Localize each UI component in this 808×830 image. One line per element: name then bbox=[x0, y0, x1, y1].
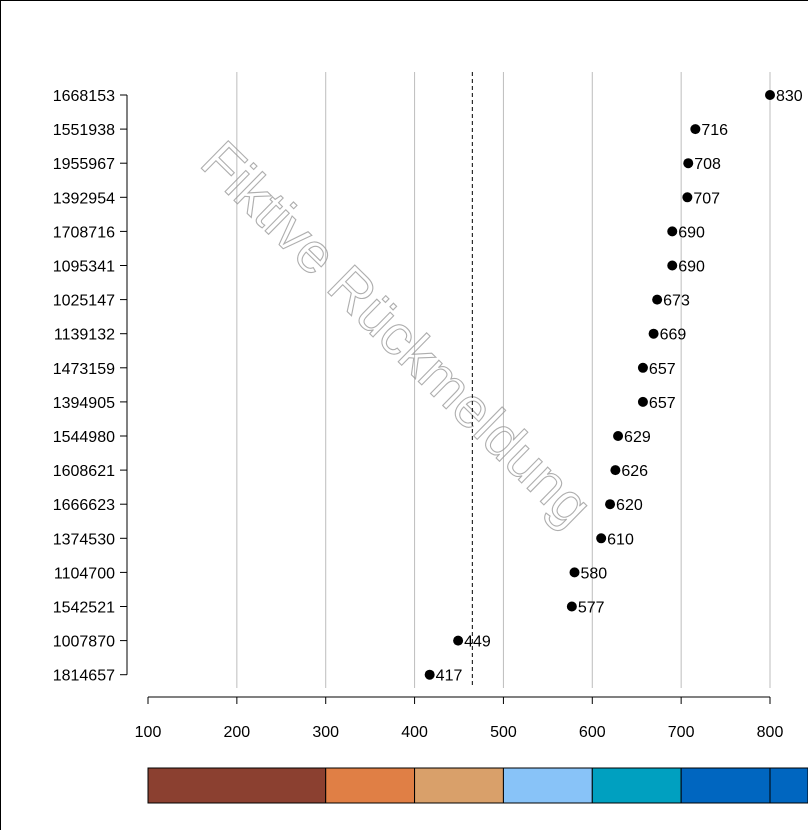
grid-lines bbox=[236, 72, 771, 688]
x-tick-label: 300 bbox=[312, 724, 339, 741]
y-tick-label: 1392954 bbox=[53, 190, 115, 207]
y-tick-label: 1025147 bbox=[53, 293, 115, 310]
y-axis: 1668153 1551938 1955967 1392954 1708716 10953… bbox=[53, 88, 128, 685]
color-band-strip bbox=[147, 767, 808, 804]
y-tick-label: 1551938 bbox=[53, 122, 115, 139]
data-point bbox=[424, 669, 435, 680]
data-point bbox=[683, 158, 694, 169]
y-tick-label: 1394905 bbox=[53, 395, 115, 412]
data-points: 830 716 708 707 690 690 673 669 657 657 629 626 620 6… bbox=[424, 88, 803, 685]
data-point bbox=[610, 465, 621, 476]
data-point bbox=[613, 431, 624, 441]
x-tick-label: 100 bbox=[135, 724, 162, 741]
color-band bbox=[325, 767, 416, 804]
data-label: 629 bbox=[624, 429, 651, 446]
y-tick-label: 1708716 bbox=[53, 224, 115, 241]
y-tick-label: 1542521 bbox=[53, 600, 115, 617]
data-label: 449 bbox=[464, 634, 491, 651]
data-label: 417 bbox=[436, 668, 463, 685]
color-band bbox=[147, 767, 327, 804]
data-label: 577 bbox=[578, 600, 605, 617]
y-tick-label: 1139132 bbox=[54, 327, 115, 344]
data-point bbox=[637, 362, 648, 373]
data-point bbox=[682, 192, 693, 203]
x-tick-label: 800 bbox=[757, 724, 784, 741]
x-tick-label: 400 bbox=[401, 724, 428, 741]
color-band bbox=[502, 767, 593, 804]
data-point bbox=[566, 601, 577, 612]
watermark-text: Fiktive Rückmeldung bbox=[190, 129, 605, 538]
x-tick-label: 200 bbox=[224, 724, 251, 741]
x-axis: 100 200 300 400 500 600 700 800 bbox=[135, 696, 784, 741]
data-point bbox=[652, 294, 663, 305]
y-tick-label: 1374530 bbox=[53, 531, 115, 548]
data-label: 610 bbox=[607, 531, 634, 548]
data-label: 708 bbox=[694, 156, 721, 173]
y-tick-label: 1544980 bbox=[53, 429, 115, 446]
data-point bbox=[569, 567, 580, 578]
data-point bbox=[667, 226, 678, 237]
y-tick-label: 1955967 bbox=[53, 156, 115, 173]
y-tick-label: 1666623 bbox=[53, 497, 115, 514]
y-tick-label: 1608621 bbox=[53, 463, 115, 480]
data-label: 830 bbox=[776, 88, 803, 105]
color-band bbox=[591, 767, 682, 804]
data-point bbox=[596, 533, 607, 544]
data-label: 657 bbox=[649, 395, 676, 412]
y-tick-label: 1668153 bbox=[53, 88, 115, 105]
data-point bbox=[605, 499, 616, 510]
x-tick-label: 700 bbox=[668, 724, 695, 741]
data-point bbox=[648, 328, 659, 339]
data-label: 620 bbox=[616, 497, 643, 514]
watermark: Fiktive Rückmeldung bbox=[189, 128, 605, 538]
color-band-extension bbox=[769, 767, 808, 804]
x-tick-label: 600 bbox=[579, 724, 606, 741]
data-label: 690 bbox=[678, 259, 705, 276]
data-label: 626 bbox=[621, 463, 648, 480]
y-tick-label: 1007870 bbox=[53, 634, 115, 651]
data-label: 657 bbox=[649, 361, 676, 378]
data-label: 707 bbox=[693, 190, 720, 207]
data-point bbox=[690, 124, 701, 135]
y-tick-label: 1104700 bbox=[54, 565, 115, 582]
data-point bbox=[667, 260, 678, 271]
data-label: 580 bbox=[581, 565, 608, 582]
data-point bbox=[453, 635, 464, 646]
data-point bbox=[637, 396, 648, 407]
color-band bbox=[414, 767, 504, 804]
y-tick-label: 1814657 bbox=[53, 668, 115, 685]
data-label: 716 bbox=[701, 122, 728, 139]
color-band bbox=[680, 767, 771, 804]
x-tick-label: 500 bbox=[490, 724, 517, 741]
data-point bbox=[765, 90, 775, 100]
y-tick-label: 1095341 bbox=[53, 259, 115, 276]
data-label: 669 bbox=[660, 327, 687, 344]
data-label: 673 bbox=[663, 293, 690, 310]
data-label: 690 bbox=[678, 224, 705, 241]
y-tick-label: 1473159 bbox=[53, 361, 115, 378]
